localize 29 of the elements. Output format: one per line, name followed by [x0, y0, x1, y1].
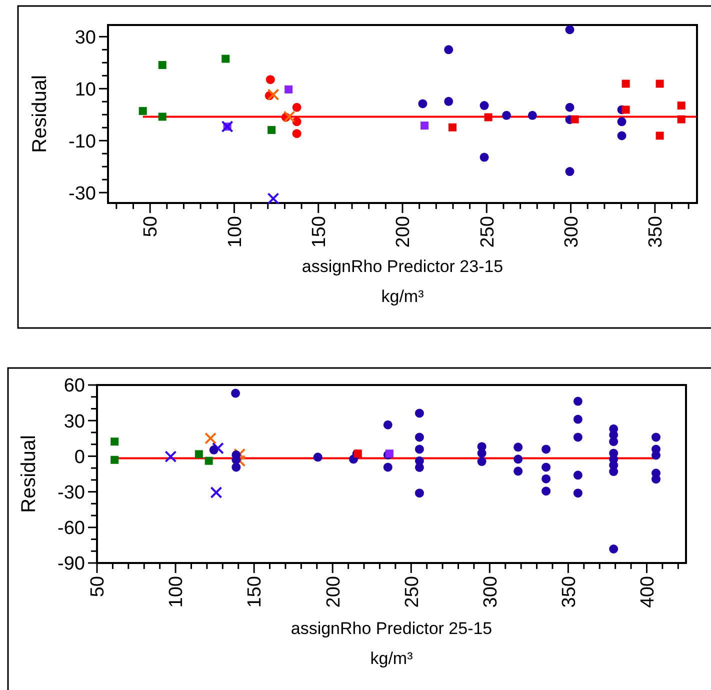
y-tick-label: -60: [58, 518, 85, 540]
x-tick-label: 200: [393, 216, 414, 248]
x-tick-label: 350: [646, 216, 667, 248]
y-axis-title: Residual: [18, 435, 40, 513]
x-tick-label: 350: [558, 576, 580, 608]
x-tick-label: 50: [140, 216, 162, 238]
x-tick-label: 100: [224, 216, 246, 248]
x-tick-label: 300: [561, 216, 582, 248]
x-tick-label: 400: [637, 576, 658, 608]
y-tick-label: -30: [68, 183, 96, 204]
x-tick-label: 100: [166, 576, 188, 608]
y-tick-label: 30: [64, 411, 85, 432]
y-tick-label: -30: [58, 482, 85, 504]
x-axis-title: assignRho Predictor 25-15 kg/m³: [290, 619, 492, 668]
y-tick-label: 60: [64, 376, 85, 397]
x-tick-label: 200: [323, 576, 344, 608]
y-tick-label: 10: [74, 79, 96, 100]
x-tick-label: 150: [244, 576, 266, 608]
y-tick-label: 30: [74, 27, 96, 48]
x-tick-label: 250: [477, 216, 498, 248]
x-tick-label: 150: [309, 216, 330, 248]
x-tick-label: 50: [88, 576, 109, 598]
y-tick-label: -90: [58, 554, 85, 575]
y-tick-label: 0: [74, 446, 85, 468]
x-axis-title: assignRho Predictor 23-15 kg/m³: [302, 257, 504, 306]
y-axis-title: Residual: [29, 75, 51, 153]
y-tick-label: -10: [68, 131, 96, 152]
x-tick-label: 300: [480, 576, 502, 608]
x-tick-label: 250: [402, 576, 423, 608]
